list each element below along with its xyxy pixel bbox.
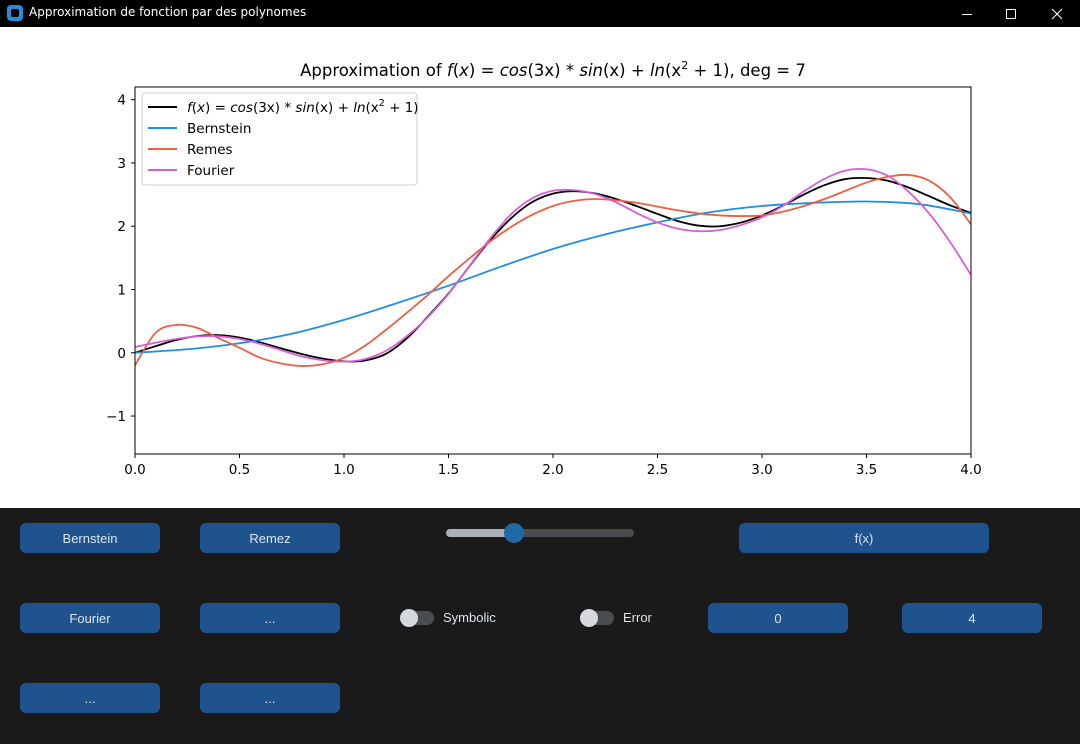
- symbolic-switch-knob: [400, 608, 418, 627]
- plot-canvas: Approximation of f(x) = cos(3x) * sin(x)…: [0, 27, 1080, 508]
- symbolic-switch-track[interactable]: [400, 608, 434, 627]
- degree-slider[interactable]: [446, 523, 634, 543]
- x-tick-label: 1.0: [333, 462, 354, 478]
- fourier-button[interactable]: Fourier: [20, 603, 160, 633]
- x-tick-label: 2.0: [542, 462, 563, 478]
- slider-track: [446, 529, 634, 537]
- close-icon: [1051, 8, 1063, 19]
- plot-frame: [134, 86, 972, 455]
- minimize-button[interactable]: [944, 0, 990, 27]
- title-bar: Approximation de fonction par des polyno…: [0, 0, 1080, 27]
- symbolic-switch-label: Symbolic: [443, 610, 496, 625]
- y-tick-label: 3: [117, 156, 126, 172]
- minimize-icon: [962, 13, 972, 15]
- legend-item-function-label: f(x) = cos(3x) * sin(x) + ln(x2 + 1): [187, 98, 419, 116]
- bernstein-curve: [135, 200, 971, 354]
- x-tick-label: 1.5: [438, 462, 459, 478]
- remes-curve: [135, 173, 971, 367]
- range-min-button[interactable]: 0: [708, 603, 848, 633]
- remez-button[interactable]: Remez: [200, 523, 340, 553]
- legend-item-bernstein-label: Bernstein: [187, 121, 251, 137]
- x-tick-label: 0.5: [229, 462, 250, 478]
- error-switch-track[interactable]: [580, 608, 614, 627]
- y-tick-label: 2: [117, 219, 126, 235]
- chart-title: Approximation of f(x) = cos(3x) * sin(x)…: [300, 59, 806, 80]
- chart-legend: f(x) = cos(3x) * sin(x) + ln(x2 + 1) Bern…: [141, 92, 419, 186]
- y-tick-label: 1: [117, 282, 126, 298]
- y-tick-label: 4: [117, 93, 126, 109]
- error-switch-label: Error: [623, 610, 652, 625]
- x-tick-label: 3.0: [751, 462, 772, 478]
- app-icon: [7, 5, 23, 21]
- slider-fill: [446, 529, 514, 537]
- legend-box: [141, 92, 418, 186]
- y-tick-label: −1: [106, 409, 126, 425]
- error-switch[interactable]: Error: [580, 608, 652, 627]
- control-panel: Bernstein Remez f(x) Fourier ... Symboli…: [0, 508, 1080, 744]
- range-max-button[interactable]: 4: [902, 603, 1042, 633]
- chart-axes-ticks: 0.0 0.5 1.0 1.5 2.0 2.5 3.0 3.5 4.0 −1 0 1 2 3 4: [106, 93, 982, 478]
- slider-handle[interactable]: [503, 523, 524, 543]
- x-tick-label: 3.5: [856, 462, 877, 478]
- legend-item-fourier-label: Fourier: [187, 163, 235, 179]
- approximation-chart: Approximation of f(x) = cos(3x) * sin(x)…: [106, 59, 982, 478]
- close-button[interactable]: [1034, 0, 1080, 27]
- chart-series-group: [135, 167, 971, 367]
- window-title: Approximation de fonction par des polyno…: [29, 5, 307, 19]
- x-tick-label: 4.0: [960, 462, 981, 478]
- more-button-2[interactable]: ...: [20, 683, 160, 713]
- symbolic-switch[interactable]: Symbolic: [400, 608, 496, 627]
- more-button-1[interactable]: ...: [200, 603, 340, 633]
- more-button-3[interactable]: ...: [200, 683, 340, 713]
- function-curve: [135, 176, 971, 363]
- fx-button[interactable]: f(x): [739, 523, 989, 553]
- error-switch-knob: [580, 608, 598, 627]
- x-tick-label: 2.5: [647, 462, 668, 478]
- fourier-curve: [135, 167, 971, 363]
- bernstein-button[interactable]: Bernstein: [20, 523, 160, 553]
- maximize-button[interactable]: [988, 0, 1034, 27]
- legend-item-remes-label: Remes: [187, 142, 233, 158]
- x-tick-label: 0.0: [124, 462, 145, 478]
- maximize-icon: [1006, 8, 1016, 19]
- y-tick-label: 0: [117, 346, 126, 362]
